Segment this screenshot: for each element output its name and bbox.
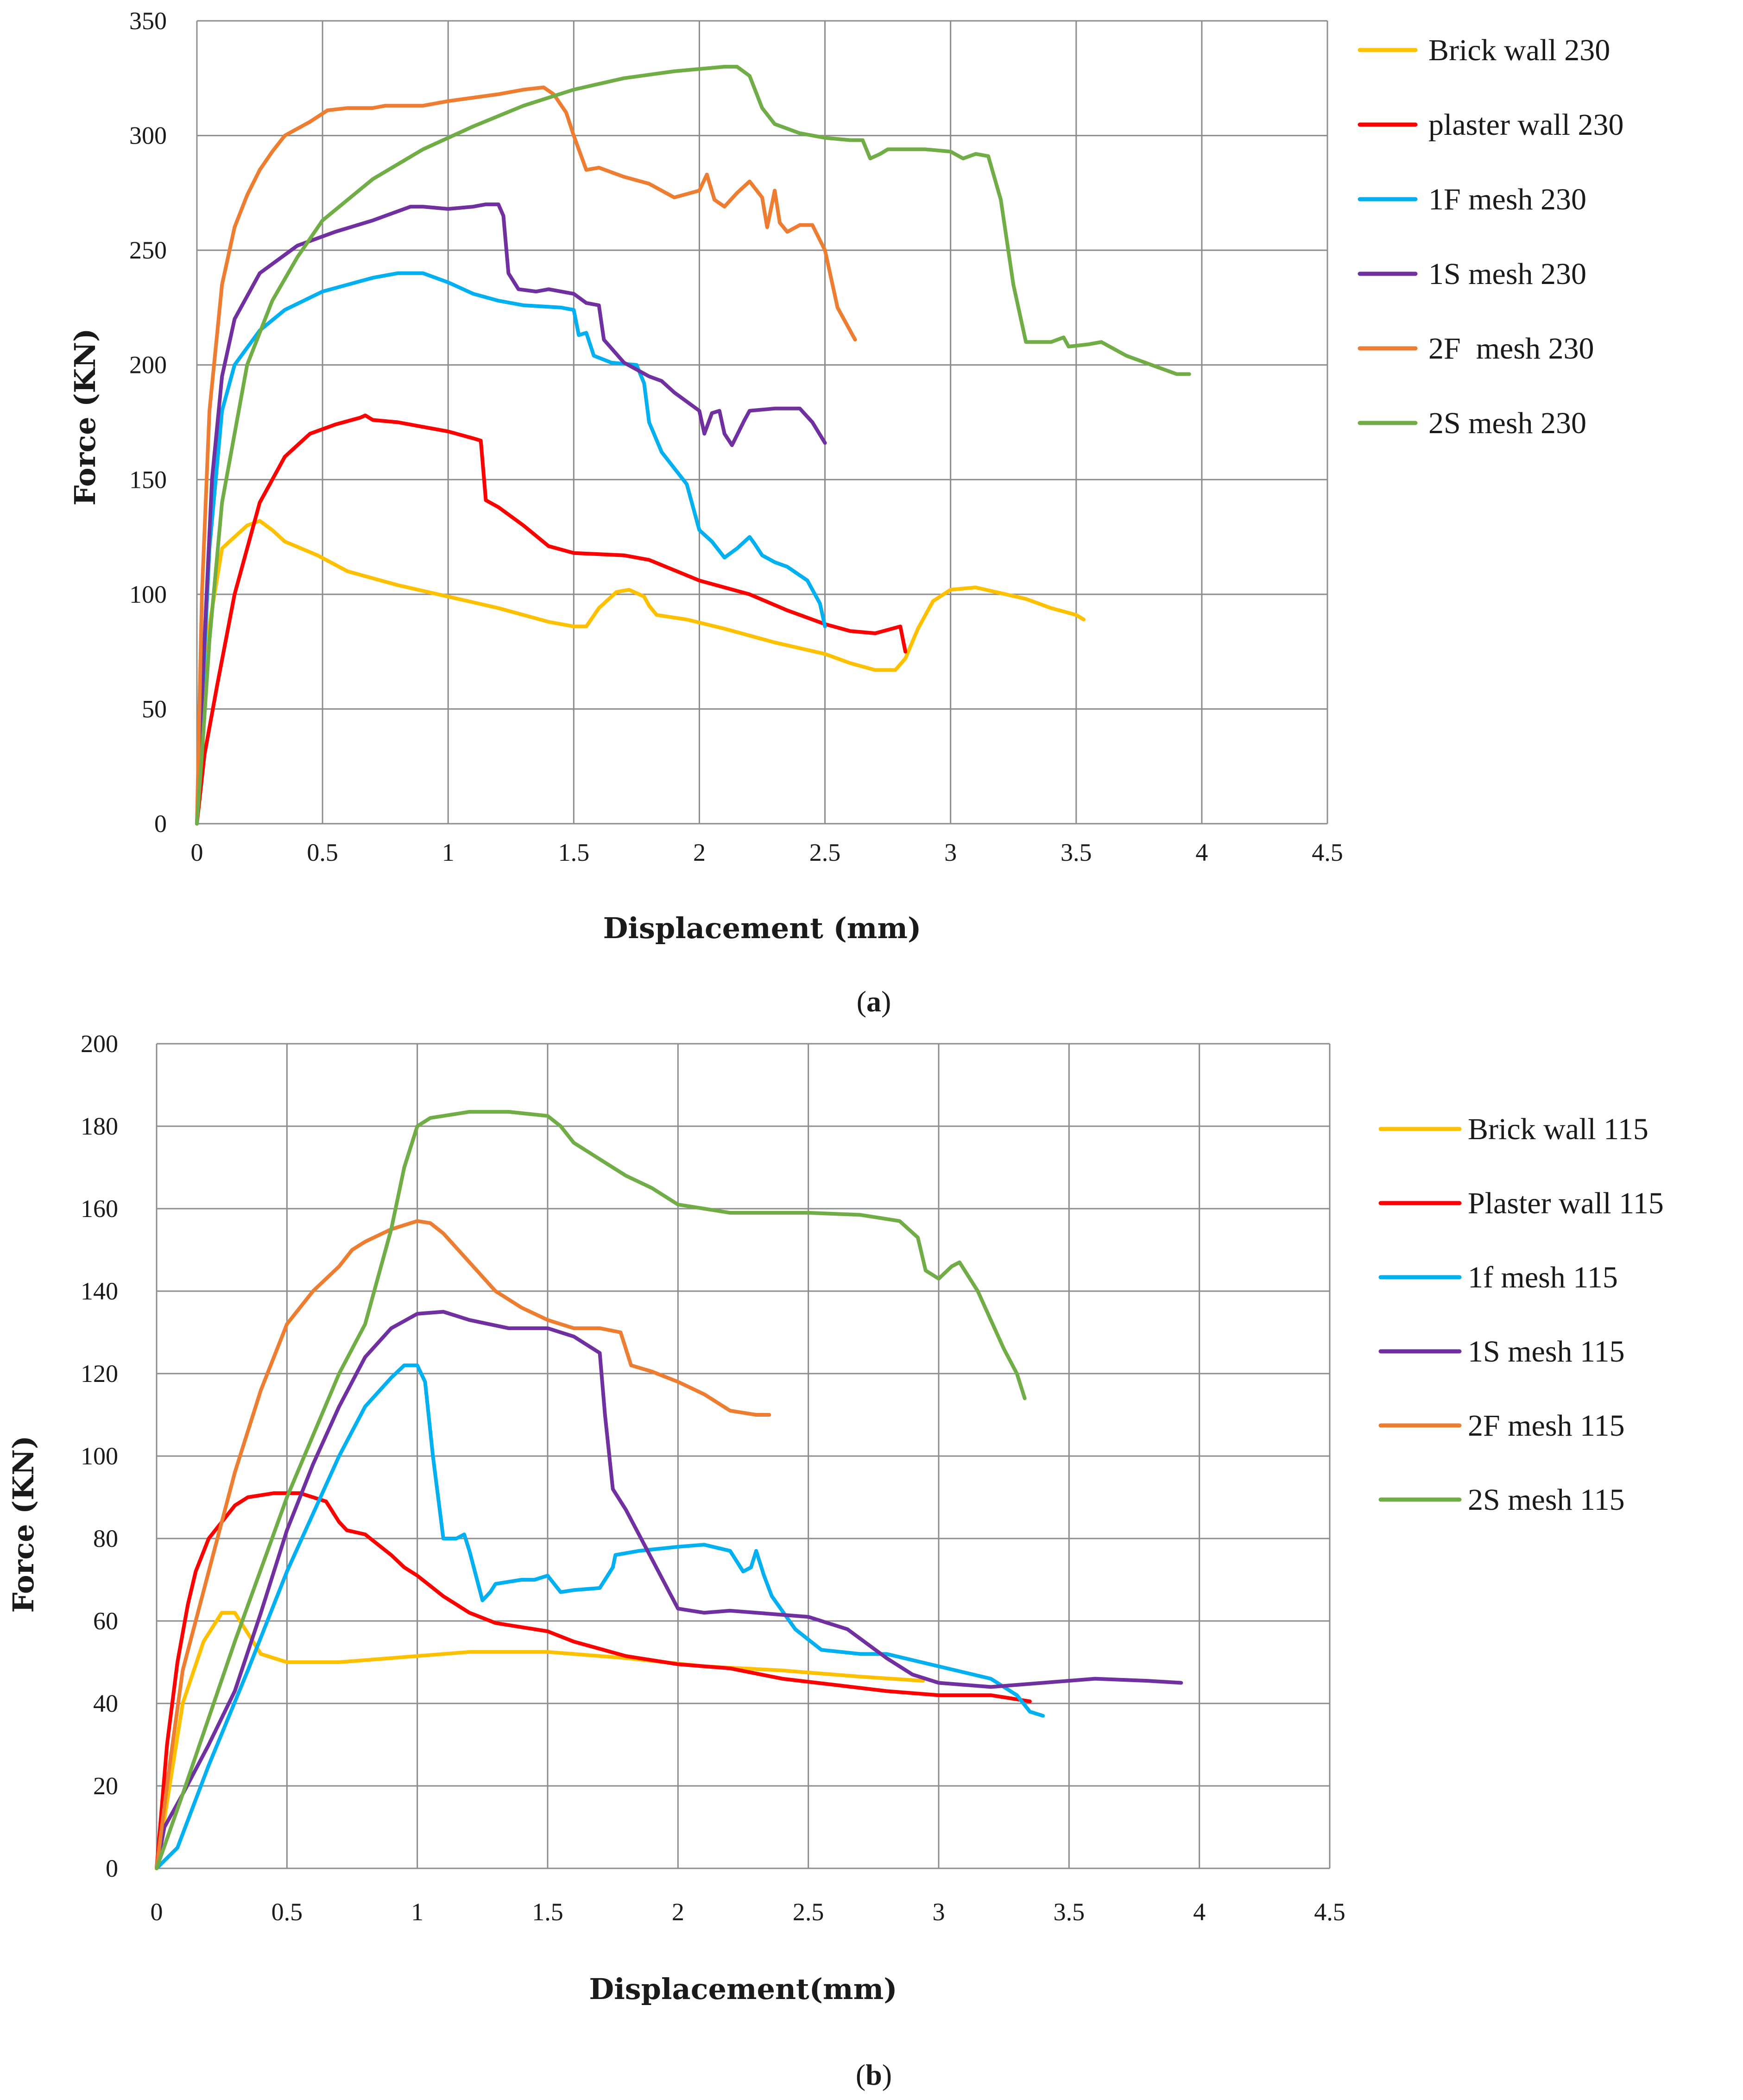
chart-a-y-tick-label: 50 — [142, 695, 167, 723]
chart-b-x-tick-label: 3.5 — [1054, 1898, 1085, 1926]
chart-b-legend-label-3: 1f mesh 115 — [1468, 1261, 1618, 1294]
chart-b-x-tick-label: 2.5 — [793, 1898, 824, 1926]
chart-b-y-tick-label: 200 — [81, 1030, 118, 1058]
chart-b-caption: (b) — [856, 2058, 892, 2091]
chart-b-y-tick-label: 60 — [93, 1607, 118, 1635]
chart-a-legend-label-3: 1F mesh 230 — [1428, 183, 1586, 216]
chart-b-series-line-6 — [155, 1110, 1027, 1870]
chart-b-x-tick-label: 1 — [411, 1898, 423, 1926]
chart-a-y-tick-label: 350 — [129, 7, 167, 35]
chart-a-y-axis-title: Force (KN) — [68, 328, 102, 506]
chart-a-legend-label-4: 1S mesh 230 — [1428, 257, 1586, 291]
chart-b-y-tick-label: 120 — [81, 1360, 118, 1387]
chart-a-legend: Brick wall 230 plaster wall 230 1F mesh 23… — [1358, 33, 1624, 440]
chart-b-legend-label-1: Brick wall 115 — [1468, 1112, 1648, 1146]
chart-a-y-tick-label: 300 — [129, 122, 167, 150]
chart-b-y-tick-label: 80 — [93, 1525, 118, 1552]
chart-b-x-ticks: 0 0.5 1 1.5 2 2.5 3 3.5 4 4.5 — [151, 1898, 1345, 1926]
chart-a-x-ticks: 0 0.5 1 1.5 2 2.5 3 3.5 4 4.5 — [191, 839, 1343, 866]
chart-b-x-tick-label: 4 — [1193, 1898, 1206, 1926]
chart-b-series-line-4 — [155, 1310, 1183, 1870]
chart-b-y-tick-label: 100 — [81, 1442, 118, 1470]
chart-b-x-tick-label: 4.5 — [1314, 1898, 1345, 1926]
chart-a-y-tick-label: 250 — [129, 236, 167, 264]
chart-b-grid — [156, 1043, 1331, 1869]
chart-a-legend-label-1: Brick wall 230 — [1428, 33, 1610, 67]
chart-a-caption: (a) — [857, 985, 891, 1018]
chart-a-x-tick-label: 1 — [442, 839, 455, 866]
chart-b-legend-label-5: 2F mesh 115 — [1468, 1409, 1625, 1443]
chart-a-legend-label-2: plaster wall 230 — [1428, 108, 1624, 142]
chart-a-y-tick-label: 200 — [129, 351, 167, 379]
chart-a-legend-label-5: 2F mesh 230 — [1428, 332, 1594, 366]
chart-b-y-tick-label: 140 — [81, 1277, 118, 1305]
chart-a-series-line-6 — [195, 65, 1191, 826]
chart-a-x-tick-label: 4 — [1195, 839, 1208, 866]
chart-b-y-axis-title: Force (KN) — [6, 1436, 40, 1613]
chart-a-y-ticks: 0 50 100 150 200 250 300 350 — [129, 7, 167, 838]
chart-a-series-line-2 — [195, 413, 908, 826]
chart-b-series-line-5 — [155, 1219, 771, 1870]
chart-a-series — [195, 65, 1191, 826]
chart-a: 0 0.5 1 1.5 2 2.5 3 3.5 4 4.5 0 50 100 150 200 250 300 3… — [68, 7, 1624, 1018]
chart-a-x-tick-label: 4.5 — [1312, 839, 1343, 866]
chart-a-x-tick-label: 3.5 — [1061, 839, 1092, 866]
chart-b-x-tick-label: 0 — [151, 1898, 163, 1926]
chart-b-y-ticks: 0 20 40 60 80 100 120 140 160 180 200 — [81, 1030, 118, 1882]
chart-b-y-tick-label: 0 — [106, 1854, 118, 1882]
chart-b-x-tick-label: 2 — [672, 1898, 684, 1926]
chart-b: 0 0.5 1 1.5 2 2.5 3 3.5 4 4.5 0 20 40 60 80 100 120 140 1… — [6, 1030, 1664, 2091]
chart-a-y-tick-label: 0 — [154, 810, 167, 838]
chart-b-x-tick-label: 0.5 — [272, 1898, 303, 1926]
chart-a-series-line-1 — [195, 519, 1086, 826]
chart-b-legend: Brick wall 115 Plaster wall 115 1f mesh 11… — [1378, 1112, 1664, 1517]
chart-b-y-tick-label: 40 — [93, 1690, 118, 1717]
chart-b-y-tick-label: 180 — [81, 1112, 118, 1140]
chart-a-series-line-3 — [195, 271, 827, 826]
chart-a-series-line-4 — [195, 202, 827, 826]
chart-a-x-tick-label: 0.5 — [307, 839, 338, 866]
chart-a-x-axis-title: Displacement (mm) — [603, 911, 922, 945]
chart-a-grid — [196, 20, 1328, 825]
chart-a-y-tick-label: 150 — [129, 466, 167, 493]
chart-b-series — [155, 1110, 1183, 1870]
chart-b-series-line-3 — [155, 1363, 1045, 1870]
chart-b-x-axis-title: Displacement(mm) — [589, 1972, 897, 2006]
chart-b-y-tick-label: 160 — [81, 1195, 118, 1223]
chart-b-legend-label-6: 2S mesh 115 — [1468, 1483, 1625, 1517]
chart-a-x-tick-label: 3 — [944, 839, 957, 866]
chart-a-x-tick-label: 2 — [693, 839, 706, 866]
chart-b-y-tick-label: 20 — [93, 1772, 118, 1800]
chart-b-x-tick-label: 1.5 — [532, 1898, 563, 1926]
chart-a-x-tick-label: 1.5 — [558, 839, 590, 866]
chart-a-x-tick-label: 0 — [191, 839, 203, 866]
chart-a-x-tick-label: 2.5 — [809, 839, 841, 866]
chart-b-x-tick-label: 3 — [933, 1898, 945, 1926]
chart-a-legend-label-6: 2S mesh 230 — [1428, 406, 1586, 440]
chart-b-legend-label-2: Plaster wall 115 — [1468, 1186, 1664, 1220]
chart-b-series-line-2 — [155, 1491, 1032, 1870]
chart-a-y-tick-label: 100 — [129, 580, 167, 608]
chart-a-series-line-5 — [195, 85, 857, 826]
chart-b-legend-label-4: 1S mesh 115 — [1468, 1335, 1625, 1368]
